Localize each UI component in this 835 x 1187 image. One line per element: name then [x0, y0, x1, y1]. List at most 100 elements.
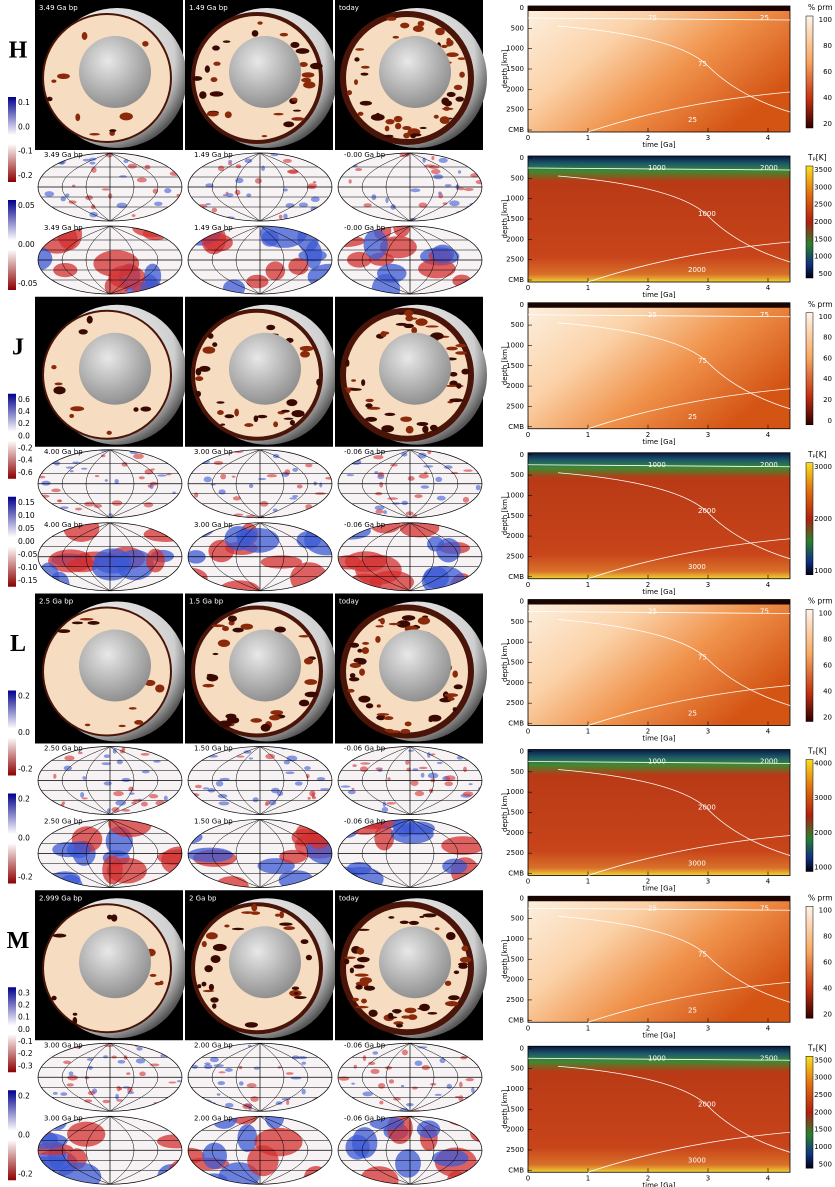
- plume: [445, 1001, 458, 1006]
- plume: [455, 96, 464, 101]
- anomaly: [321, 1104, 331, 1108]
- plume: [220, 424, 225, 426]
- anomaly: [261, 165, 265, 170]
- plume: [270, 710, 283, 715]
- plume: [361, 999, 367, 1004]
- plume: [53, 934, 67, 938]
- map-time: 2.00 Ga bp: [194, 1114, 233, 1122]
- plume: [400, 417, 412, 422]
- x-tick-label: 0: [526, 878, 530, 886]
- anomaly: [214, 461, 223, 465]
- panel-label: M: [7, 928, 30, 954]
- plume: [371, 114, 385, 121]
- map-colorbar-tick: -0.10: [18, 563, 38, 572]
- anomaly: [445, 184, 452, 186]
- colorbar-tick: 1500: [814, 1126, 832, 1134]
- plume: [199, 91, 206, 99]
- plume: [111, 914, 117, 921]
- contour-label: 25: [648, 311, 657, 319]
- anomaly: [292, 468, 298, 472]
- anomaly: [405, 760, 409, 765]
- anomaly: [235, 190, 241, 195]
- anomaly: [225, 1103, 234, 1108]
- plume: [216, 401, 224, 403]
- colorbar-tick: 80: [823, 334, 832, 342]
- anomaly: [473, 157, 480, 163]
- plume: [234, 409, 239, 417]
- plume: [396, 1024, 403, 1028]
- anomaly: [422, 566, 465, 596]
- anomaly: [172, 492, 175, 494]
- anomaly: [382, 807, 389, 812]
- colorbar: [806, 313, 813, 425]
- map-colorbar-tick: -0.2: [18, 1049, 33, 1058]
- plume: [419, 916, 424, 918]
- x-axis-label: time [Ga]: [642, 735, 675, 743]
- plume: [430, 425, 438, 431]
- y-tick-label: 2500: [506, 256, 524, 264]
- colorbar-tick: 4000: [814, 760, 832, 768]
- y-tick-label: 0: [520, 748, 524, 756]
- anomaly: [25, 247, 53, 271]
- colorbar-tick: 3000: [814, 463, 832, 471]
- plume: [58, 629, 71, 633]
- plume: [435, 28, 445, 35]
- snapshot-time: 1.49 Ga bp: [189, 4, 228, 12]
- x-axis-label: time [Ga]: [642, 291, 675, 299]
- map-colorbar-tick: 0.2: [18, 419, 30, 428]
- contour-label: 2000: [760, 164, 778, 172]
- anomaly: [463, 767, 467, 772]
- plume: [462, 946, 469, 952]
- plume: [211, 955, 221, 963]
- y-axis-label: depth [km]: [501, 1090, 509, 1129]
- anomaly: [324, 151, 330, 155]
- map-colorbar-tick: 0.2: [18, 692, 30, 701]
- anomaly: [355, 168, 362, 171]
- x-tick-label: 4: [766, 431, 771, 439]
- plume: [452, 670, 458, 677]
- contour-label: 2000: [698, 804, 716, 812]
- surface-band: [528, 600, 790, 605]
- plume: [70, 406, 84, 411]
- plume: [199, 366, 211, 372]
- plume: [454, 85, 462, 90]
- plume: [357, 948, 365, 955]
- contour-label: 75: [760, 904, 769, 912]
- plume: [351, 379, 356, 382]
- plume: [275, 914, 280, 917]
- anomaly: [144, 527, 188, 542]
- panel-label: H: [9, 38, 28, 64]
- plume: [415, 318, 427, 325]
- anomaly: [387, 497, 398, 500]
- plume: [344, 959, 349, 965]
- plume: [442, 108, 454, 110]
- anomaly: [435, 477, 442, 482]
- anomaly: [284, 760, 290, 764]
- anomaly: [60, 1092, 67, 1096]
- anomaly: [406, 768, 411, 772]
- anomaly: [476, 459, 483, 464]
- anomaly: [171, 800, 178, 803]
- plume: [150, 974, 157, 977]
- anomaly: [67, 1075, 78, 1080]
- anomaly: [469, 203, 475, 207]
- plume: [296, 48, 310, 54]
- map-colorbar-tick: -0.6: [18, 468, 33, 477]
- anomaly: [149, 794, 158, 798]
- anomaly: [212, 208, 217, 213]
- core: [379, 333, 451, 405]
- anomaly: [471, 162, 476, 165]
- plume: [350, 967, 354, 973]
- plume: [129, 707, 137, 709]
- colorbar: [806, 906, 813, 1018]
- y-tick-label: 0: [520, 451, 524, 459]
- plume: [352, 998, 359, 1002]
- anomaly: [361, 512, 368, 516]
- anomaly: [148, 484, 152, 487]
- plot-area: [528, 750, 790, 876]
- anomaly: [122, 747, 126, 751]
- map-colorbar: [8, 200, 16, 290]
- y-axis-label: depth [km]: [501, 346, 509, 385]
- anomaly: [421, 773, 425, 778]
- plume: [446, 347, 458, 351]
